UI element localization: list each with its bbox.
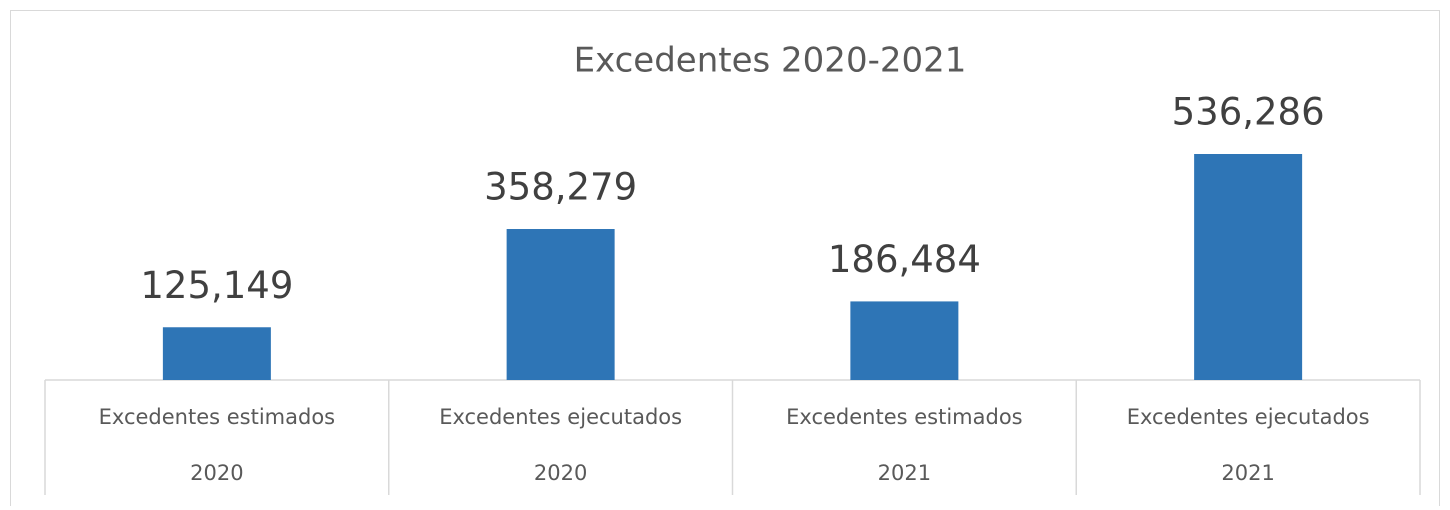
bar: [850, 301, 959, 380]
chart-border: [10, 10, 1440, 510]
x-group-label: 2021: [878, 461, 931, 485]
bar: [506, 229, 615, 380]
x-tick-label: Excedentes estimados: [786, 405, 1023, 429]
bar: [162, 327, 271, 380]
data-label: 358,279: [484, 166, 637, 209]
x-tick-label: Excedentes estimados: [99, 405, 336, 429]
x-group-label: 2020: [534, 461, 587, 485]
x-group-label: 2020: [190, 461, 243, 485]
x-tick-label: Excedentes ejecutados: [1127, 405, 1370, 429]
data-label: 186,484: [828, 238, 981, 281]
data-label: 125,149: [140, 264, 293, 307]
x-group-label: 2021: [1221, 461, 1274, 485]
x-tick-label: Excedentes ejecutados: [439, 405, 682, 429]
bar: [1194, 154, 1303, 380]
chart-title: Excedentes 2020-2021: [574, 41, 967, 81]
data-label: 536,286: [1172, 91, 1325, 134]
